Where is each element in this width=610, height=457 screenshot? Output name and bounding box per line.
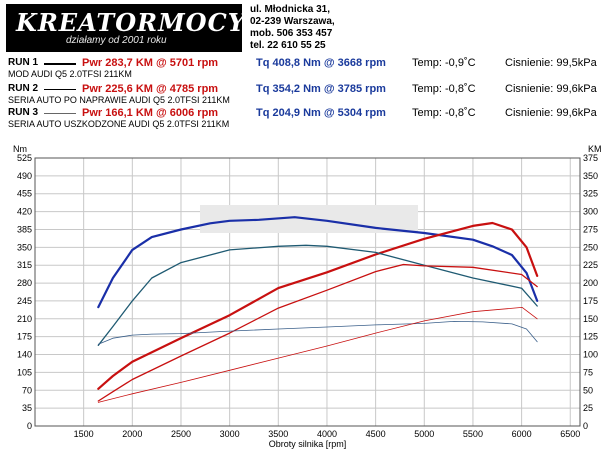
series-line-run3-torque <box>97 321 538 345</box>
x-tick-label: 6500 <box>560 429 580 439</box>
x-tick-label: 3500 <box>268 429 288 439</box>
address-line: tel. 22 610 55 25 <box>250 40 326 51</box>
y-right-tick-label: 150 <box>583 314 598 324</box>
series-line-run1-torque <box>97 216 539 309</box>
x-tick-label: 5000 <box>414 429 434 439</box>
run-3-torque: Tq 204,9 Nm @ 5304 rpm <box>256 107 386 119</box>
run-3-description: SERIA AUTO USZKODZONE AUDI Q5 2.0TFSI 21… <box>8 119 230 129</box>
series <box>97 216 539 403</box>
run-3-line-sample <box>44 113 76 114</box>
y-left-tick-label: 140 <box>17 350 32 360</box>
x-tick-label: 3000 <box>220 429 240 439</box>
run-3-row: RUN 3 SERIA AUTO USZKODZONE AUDI Q5 2.0T… <box>0 107 610 137</box>
run-1-row: RUN 1 MOD AUDI Q5 2.0TFSI 211KM Pwr 283,… <box>0 57 610 87</box>
x-tick-label: 1500 <box>74 429 94 439</box>
y-right-tick-label: 25 <box>583 403 593 413</box>
x-tick-label: 4500 <box>366 429 386 439</box>
y-left-tick-label: 280 <box>17 278 32 288</box>
axes <box>34 157 581 427</box>
dyno-chart: 0 0 35 25 70 50 105 75 140 100 175 125 210 150 245 175 2… <box>13 144 602 449</box>
y-right-tick-label: 225 <box>583 260 598 270</box>
y-left-tick-label: 455 <box>17 189 32 199</box>
y-left-axis-label: Nm <box>13 144 27 154</box>
y-left-tick-label: 245 <box>17 296 32 306</box>
y-right-tick-label: 325 <box>583 189 598 199</box>
plot-frame <box>34 157 581 427</box>
run-2-name: RUN 2 <box>8 83 39 94</box>
y-left-tick-label: 35 <box>22 403 32 413</box>
y-right-tick-label: 100 <box>583 350 598 360</box>
x-tick-label: 6000 <box>512 429 532 439</box>
y-left-tick-label: 0 <box>27 421 32 431</box>
run-2-pressure: Cisnienie: 99,6kPa <box>505 83 597 95</box>
address-line: 02-239 Warszawa, <box>250 16 335 27</box>
x-tick-label: 2000 <box>122 429 142 439</box>
y-right-tick-label: 350 <box>583 171 598 181</box>
y-left-tick-label: 70 <box>22 385 32 395</box>
logo-text: KREATORMOCY <box>16 8 246 37</box>
y-right-tick-label: 75 <box>583 367 593 377</box>
y-right-tick-label: 125 <box>583 332 598 342</box>
header: KREATORMOCY działamy od 2001 roku ul. Mł… <box>0 0 610 54</box>
y-left-tick-label: 105 <box>17 367 32 377</box>
series-line-run3-power <box>97 307 538 403</box>
run-1-description: MOD AUDI Q5 2.0TFSI 211KM <box>8 69 132 79</box>
run-1-temperature: Temp: -0,9˚C <box>412 57 476 69</box>
grid <box>35 157 580 427</box>
run-3-pressure: Cisnienie: 99,6kPa <box>505 107 597 119</box>
y-right-tick-label: 250 <box>583 242 598 252</box>
series-line-run2-torque <box>97 244 538 346</box>
run-1-line-sample <box>44 63 76 65</box>
y-right-tick-label: 275 <box>583 224 598 234</box>
x-tick-label: 5500 <box>463 429 483 439</box>
y-left-tick-label: 490 <box>17 171 32 181</box>
y-right-tick-label: 50 <box>583 385 593 395</box>
y-right-tick-label: 200 <box>583 278 598 288</box>
y-left-tick-label: 210 <box>17 314 32 324</box>
run-2-line-sample <box>44 89 76 90</box>
x-tick-label: 4000 <box>317 429 337 439</box>
run-2-torque: Tq 354,2 Nm @ 3785 rpm <box>256 83 386 95</box>
y-left-tick-label: 175 <box>17 332 32 342</box>
tick-labels: 0 0 35 25 70 50 105 75 140 100 175 125 210 150 245 175 2… <box>13 144 602 449</box>
y-left-tick-label: 525 <box>17 153 32 163</box>
y-left-tick-label: 315 <box>17 260 32 270</box>
y-right-tick-label: 300 <box>583 207 598 217</box>
y-left-tick-label: 350 <box>17 242 32 252</box>
x-axis-label: Obroty silnika [rpm] <box>269 439 347 449</box>
logo: KREATORMOCY działamy od 2001 roku <box>6 4 245 52</box>
address-line: ul. Młodnicka 31, <box>250 4 331 15</box>
run-1-pressure: Cisnienie: 99,5kPa <box>505 57 597 69</box>
y-right-tick-label: 0 <box>583 421 588 431</box>
contact-address: ul. Młodnicka 31, 02-239 Warszawa, mob. … <box>250 4 340 52</box>
run-2-row: RUN 2 SERIA AUTO PO NAPRAWIE AUDI Q5 2.0… <box>0 83 610 113</box>
run-1-power: Pwr 283,7 KM @ 5701 rpm <box>82 57 219 69</box>
run-2-power: Pwr 225,6 KM @ 4785 rpm <box>82 83 219 95</box>
run-2-description: SERIA AUTO PO NAPRAWIE AUDI Q5 2.0TFSI 2… <box>8 95 230 105</box>
address-line: mob. 506 353 457 <box>250 28 333 39</box>
run-3-temperature: Temp: -0,8˚C <box>412 107 476 119</box>
y-left-tick-label: 420 <box>17 207 32 217</box>
logo-tagline: działamy od 2001 roku <box>66 35 167 46</box>
x-tick-label: 2500 <box>171 429 191 439</box>
run-3-name: RUN 3 <box>8 107 39 118</box>
series-line-run1-power <box>97 221 539 390</box>
y-right-tick-label: 175 <box>583 296 598 306</box>
y-right-tick-label: 375 <box>583 153 598 163</box>
run-1-name: RUN 1 <box>8 57 39 68</box>
run-2-temperature: Temp: -0,8˚C <box>412 83 476 95</box>
y-right-axis-label: KM <box>588 144 602 154</box>
series-line-run2-power <box>97 263 538 402</box>
y-left-tick-label: 385 <box>17 224 32 234</box>
run-1-torque: Tq 408,8 Nm @ 3668 rpm <box>256 57 386 69</box>
run-3-power: Pwr 166,1 KM @ 6006 rpm <box>82 107 219 119</box>
